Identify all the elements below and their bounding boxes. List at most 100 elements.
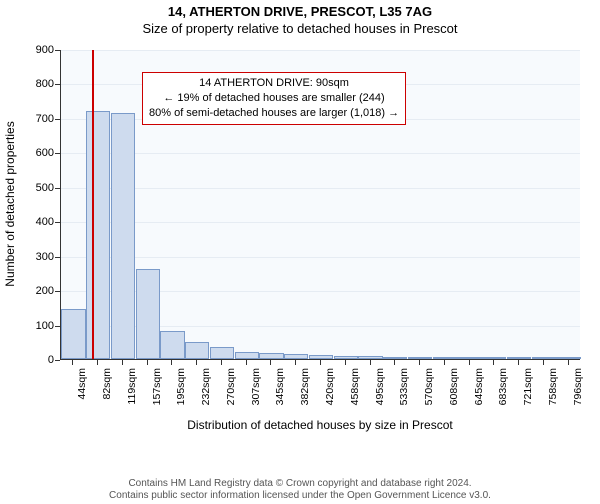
x-tick-mark [419, 360, 420, 365]
y-tick-label: 500 [26, 182, 54, 194]
x-tick-label: 796sqm [572, 368, 584, 418]
x-tick-label: 157sqm [151, 368, 163, 418]
y-tick-label: 200 [26, 285, 54, 297]
x-tick-label: 382sqm [299, 368, 311, 418]
histogram-bar [86, 111, 110, 359]
y-tick-mark [55, 153, 60, 154]
x-tick-label: 119sqm [126, 368, 138, 418]
histogram-bar [61, 309, 85, 359]
y-tick-label: 300 [26, 251, 54, 263]
histogram-bar [235, 352, 259, 359]
footer-text: Contains HM Land Registry data © Crown c… [0, 478, 600, 502]
x-tick-label: 420sqm [324, 368, 336, 418]
x-tick-label: 82sqm [101, 368, 113, 418]
x-tick-label: 683sqm [497, 368, 509, 418]
x-tick-label: 345sqm [274, 368, 286, 418]
x-tick-label: 232sqm [200, 368, 212, 418]
x-tick-label: 44sqm [76, 368, 88, 418]
y-axis-label: Number of detached properties [3, 94, 17, 314]
y-tick-label: 100 [26, 320, 54, 332]
histogram-bar [482, 357, 506, 359]
y-tick-label: 400 [26, 216, 54, 228]
x-tick-mark [394, 360, 395, 365]
x-tick-mark [97, 360, 98, 365]
x-tick-mark [444, 360, 445, 365]
histogram-bar [433, 357, 457, 359]
gridline [61, 222, 580, 223]
x-tick-label: 721sqm [522, 368, 534, 418]
x-tick-label: 533sqm [398, 368, 410, 418]
gridline [61, 257, 580, 258]
x-tick-mark [469, 360, 470, 365]
x-tick-label: 307sqm [250, 368, 262, 418]
x-tick-label: 495sqm [374, 368, 386, 418]
histogram-bar [408, 357, 432, 359]
footer-line-1: Contains HM Land Registry data © Crown c… [0, 478, 600, 490]
y-tick-mark [55, 222, 60, 223]
y-tick-mark [55, 257, 60, 258]
x-tick-label: 570sqm [423, 368, 435, 418]
y-tick-mark [55, 360, 60, 361]
y-tick-label: 900 [26, 44, 54, 56]
histogram-bar [136, 269, 160, 359]
x-tick-label: 608sqm [448, 368, 460, 418]
x-tick-mark [72, 360, 73, 365]
y-tick-mark [55, 119, 60, 120]
y-tick-mark [55, 188, 60, 189]
histogram-bar [383, 357, 407, 359]
gridline [61, 188, 580, 189]
gridline [61, 153, 580, 154]
y-tick-label: 600 [26, 147, 54, 159]
annotation-line: 14 ATHERTON DRIVE: 90sqm [149, 76, 399, 91]
page-title: 14, ATHERTON DRIVE, PRESCOT, L35 7AG [0, 4, 600, 19]
x-tick-label: 458sqm [349, 368, 361, 418]
x-tick-label: 195sqm [175, 368, 187, 418]
x-tick-mark [370, 360, 371, 365]
x-tick-mark [246, 360, 247, 365]
histogram-bar [284, 354, 308, 359]
x-tick-mark [171, 360, 172, 365]
y-tick-mark [55, 326, 60, 327]
histogram-bar [185, 342, 209, 359]
y-tick-mark [55, 50, 60, 51]
x-tick-mark [568, 360, 569, 365]
histogram-bar [556, 357, 580, 359]
y-tick-mark [55, 291, 60, 292]
y-tick-label: 800 [26, 78, 54, 90]
x-tick-mark [345, 360, 346, 365]
y-tick-label: 0 [26, 354, 54, 366]
histogram-bar [111, 113, 135, 359]
annotation-line: ← 19% of detached houses are smaller (24… [149, 91, 399, 106]
page-subtitle: Size of property relative to detached ho… [0, 21, 600, 36]
x-tick-mark [122, 360, 123, 365]
histogram-bar [259, 353, 283, 359]
histogram-bar [358, 356, 382, 359]
x-tick-mark [320, 360, 321, 365]
y-tick-mark [55, 84, 60, 85]
histogram-bar [210, 347, 234, 359]
annotation-box: 14 ATHERTON DRIVE: 90sqm← 19% of detache… [142, 72, 406, 125]
annotation-line: 80% of semi-detached houses are larger (… [149, 106, 399, 121]
histogram-bar [309, 355, 333, 359]
footer-line-2: Contains public sector information licen… [0, 490, 600, 502]
x-tick-label: 758sqm [547, 368, 559, 418]
gridline [61, 50, 580, 51]
x-tick-mark [493, 360, 494, 365]
x-tick-label: 645sqm [473, 368, 485, 418]
x-tick-mark [270, 360, 271, 365]
reference-line [92, 50, 94, 359]
x-tick-mark [295, 360, 296, 365]
histogram-bar [160, 331, 184, 359]
x-axis-label: Distribution of detached houses by size … [60, 418, 580, 432]
x-tick-mark [543, 360, 544, 365]
histogram-bar [457, 357, 481, 359]
y-tick-label: 700 [26, 113, 54, 125]
chart-container: Number of detached properties Distributi… [0, 42, 600, 462]
x-tick-mark [518, 360, 519, 365]
histogram-bar [532, 357, 556, 359]
histogram-bar [507, 357, 531, 359]
x-tick-mark [196, 360, 197, 365]
histogram-bar [334, 356, 358, 359]
x-tick-label: 270sqm [225, 368, 237, 418]
x-tick-mark [221, 360, 222, 365]
